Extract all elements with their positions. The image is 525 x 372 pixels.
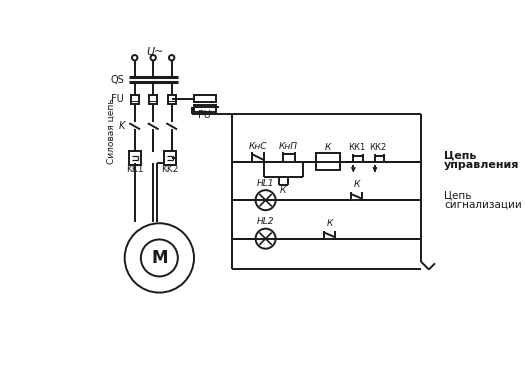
Text: U~: U~: [147, 46, 164, 57]
Text: K: K: [119, 121, 125, 131]
Circle shape: [151, 55, 156, 60]
Text: FU: FU: [111, 94, 124, 104]
Text: HL2: HL2: [257, 217, 275, 226]
Text: FU: FU: [198, 110, 211, 120]
Circle shape: [256, 190, 276, 210]
Circle shape: [141, 240, 178, 276]
Circle shape: [125, 223, 194, 293]
Text: KK1: KK1: [126, 165, 143, 174]
Text: КК2: КК2: [370, 143, 386, 152]
Text: сигнализации: сигнализации: [444, 200, 522, 210]
Text: Цепь: Цепь: [444, 151, 477, 161]
Bar: [131, 95, 139, 104]
Text: Силовая цепь: Силовая цепь: [107, 98, 116, 164]
Text: КК1: КК1: [348, 143, 365, 152]
Bar: [129, 151, 141, 165]
Text: К: К: [325, 142, 331, 151]
Text: К: К: [353, 180, 360, 189]
Bar: [164, 151, 176, 165]
Text: M: M: [151, 249, 167, 267]
Text: управления: управления: [444, 160, 520, 170]
Bar: [194, 95, 216, 102]
Text: KK2: KK2: [161, 165, 179, 174]
Text: КнП: КнП: [279, 142, 298, 151]
Bar: [316, 153, 340, 170]
Circle shape: [256, 229, 276, 249]
Text: Цепь: Цепь: [444, 190, 472, 201]
Bar: [194, 106, 216, 112]
Text: HL1: HL1: [257, 179, 275, 188]
Bar: [168, 95, 175, 104]
Circle shape: [169, 55, 174, 60]
Text: К: К: [280, 186, 287, 195]
Bar: [149, 95, 157, 104]
Text: К: К: [327, 219, 333, 228]
Text: КнС: КнС: [249, 142, 267, 151]
Circle shape: [132, 55, 138, 60]
Text: QS: QS: [110, 75, 124, 85]
